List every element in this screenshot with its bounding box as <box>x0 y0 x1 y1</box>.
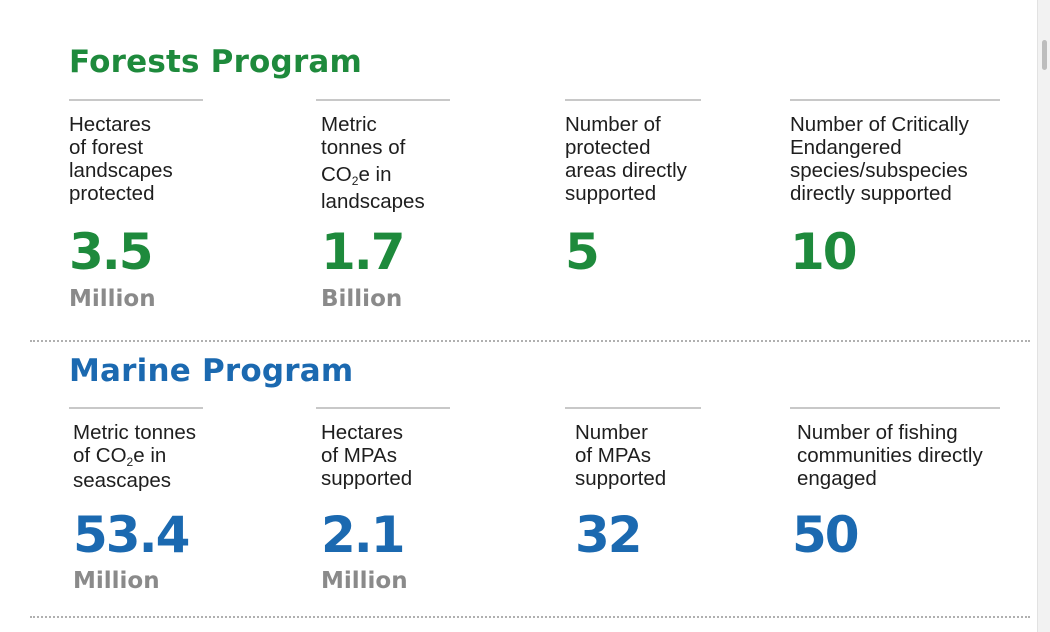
stat-value: 5 <box>565 223 600 281</box>
forests-stat-endangered-species: Number of Critically Endangered species/… <box>790 99 1000 319</box>
stat-value: 53.4 <box>73 506 190 564</box>
section-divider <box>30 616 1030 618</box>
stat-description: Number of Critically Endangered species/… <box>790 113 969 205</box>
stat-rule <box>69 407 203 409</box>
stat-description: Number of protected areas directly suppo… <box>565 113 687 205</box>
marine-stat-mpa-count: Number of MPAs supported 32 <box>565 407 701 607</box>
marine-stat-mpa-hectares: Hectares of MPAs supported 2.1 Million <box>316 407 450 607</box>
stat-value: 50 <box>792 506 860 564</box>
stat-unit: Million <box>321 568 408 594</box>
section-divider <box>30 340 1030 342</box>
stat-unit: Billion <box>321 286 403 312</box>
stat-rule <box>316 407 450 409</box>
vertical-scrollbar[interactable] <box>1037 0 1050 632</box>
stat-description: Metric tonnes of CO2e in seascapes <box>73 421 197 492</box>
stat-rule <box>316 99 450 101</box>
stat-description: Hectares of forest landscapes protected <box>69 113 173 205</box>
marine-program-title: Marine Program <box>69 353 354 389</box>
forests-program-title: Forests Program <box>69 44 363 80</box>
stat-unit: Million <box>69 286 156 312</box>
stat-value: 1.7 <box>321 223 406 281</box>
stat-rule <box>565 407 701 409</box>
scrollbar-thumb[interactable] <box>1042 40 1047 70</box>
stat-unit: Million <box>73 568 160 594</box>
forests-stat-hectares: Hectares of forest landscapes protected … <box>69 99 203 319</box>
stat-rule <box>790 99 1000 101</box>
stat-value: 2.1 <box>321 506 406 564</box>
stat-value: 3.5 <box>69 223 154 281</box>
marine-stat-co2: Metric tonnes of CO2e in seascapes 53.4 … <box>69 407 203 607</box>
stat-rule <box>565 99 701 101</box>
stat-value: 32 <box>575 506 643 564</box>
stat-description: Number of MPAs supported <box>575 421 667 490</box>
stat-description: Hectares of MPAs supported <box>321 421 413 490</box>
forests-stat-protected-areas: Number of protected areas directly suppo… <box>565 99 701 319</box>
stat-rule <box>69 99 203 101</box>
stat-description: Number of fishing communities directly e… <box>797 421 983 490</box>
stat-description: Metric tonnes of CO2e in landscapes <box>321 113 425 213</box>
stat-rule <box>790 407 1000 409</box>
stat-value: 10 <box>790 223 858 281</box>
marine-stat-fishing-communities: Number of fishing communities directly e… <box>790 407 1000 607</box>
forests-stat-co2: Metric tonnes of CO2e in landscapes 1.7 … <box>316 99 450 319</box>
